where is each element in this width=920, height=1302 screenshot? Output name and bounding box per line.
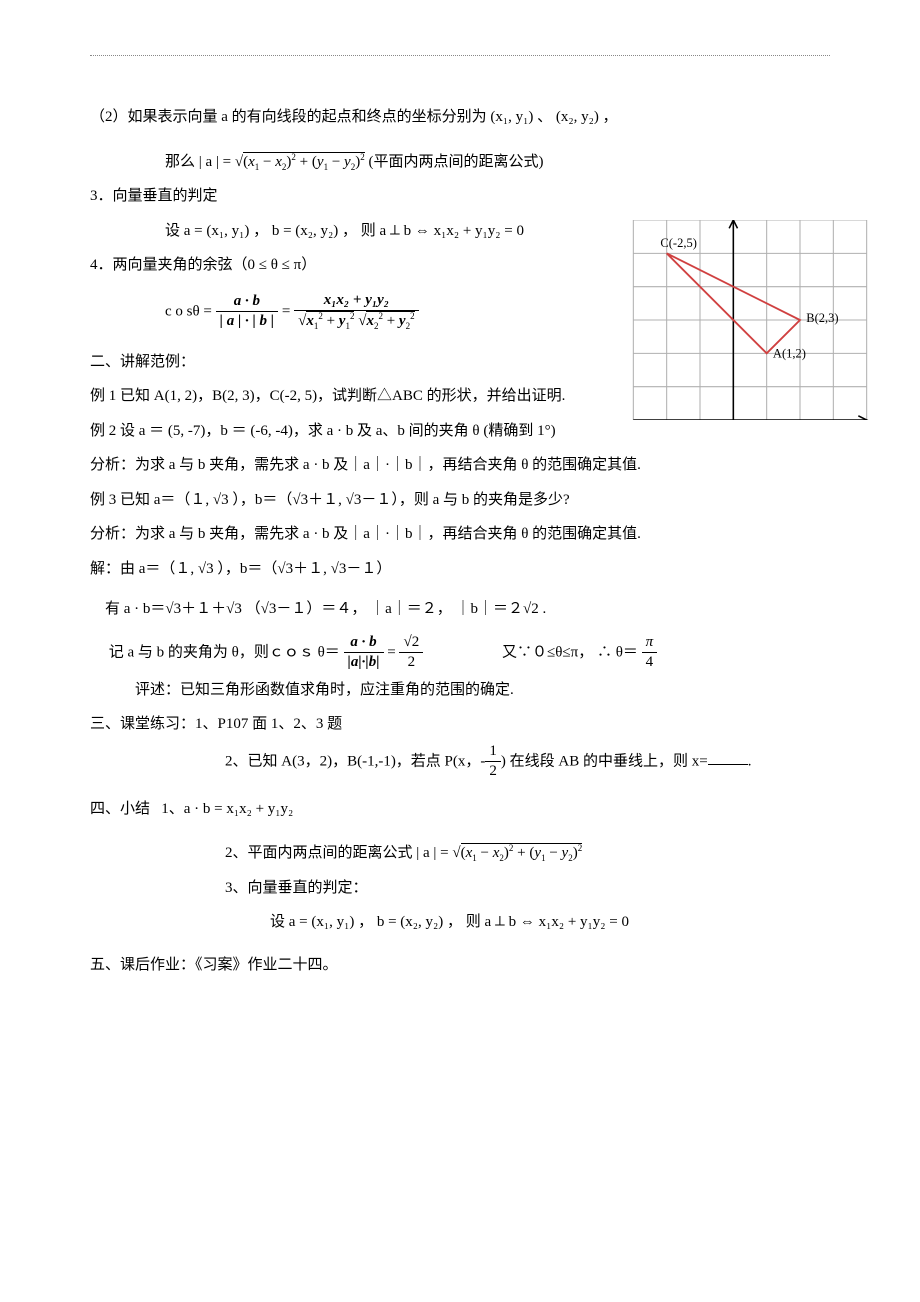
dist-tail: (平面内两点间的距离公式) [368, 154, 543, 170]
svg-text:B(2,3): B(2,3) [806, 311, 838, 325]
practice-2: 2、已知 A(3，2)，B(-1,-1)，若点 P(x，-12) 在线段 AB … [90, 742, 830, 782]
example-3: 例 3 已知 a＝（１, √3 ），b＝（√3＋１, √3－１），则 a 与 b… [90, 483, 830, 518]
p2-lead: 2、已知 A(3，2)，B(-1,-1)，若点 P(x，- [225, 753, 485, 769]
equals-2: = [387, 644, 399, 660]
example-3-sol2: 有 a · b＝√3＋１＋√3 （√3－１）＝４， ｜a｜＝２， ｜b｜＝２√2… [90, 592, 830, 627]
frac-sqrt2: √2 2 [399, 633, 423, 673]
summary-3-formula: 设 a = (x₁, y₁) ， b = (x₂, y₂) ， 则 a ⟂ b … [90, 905, 830, 940]
summary-3: 3、向量垂直的判定： [90, 871, 830, 906]
item-3: 3．向量垂直的判定 [90, 179, 830, 214]
example-3-sol1: 解：由 a＝（１, √3 ），b＝（√3＋１, √3－１） [90, 552, 830, 587]
distance-formula: 那么 | a | = √(x1 − x2)2 + (y1 − y2)2 (平面内… [90, 145, 830, 180]
example-3-analyze: 分析：为求 a 与 b 夹角，需先求 a · b 及｜a｜·｜b｜，再结合夹角 … [90, 517, 830, 552]
section-5: 五、课后作业：《习案》作业二十四。 [90, 948, 830, 983]
summary-2: 2、平面内两点间的距离公式 | a | = √(x1 − x2)2 + (y1 … [90, 836, 830, 871]
example-3-sol3: 记 a 与 b 的夹角为 θ，则ｃｏｓ θ＝ a · b |a|·|b| = √… [90, 633, 830, 673]
example-2-analyze: 分析：为求 a 与 b 夹角，需先求 a · b 及｜a｜·｜b｜，再结合夹角 … [90, 448, 830, 483]
section-4: 四、小结 1、a · b = x₁x₂ + y₁y₂ [90, 792, 830, 827]
p2-tail: ) 在线段 AB 的中垂线上，则 x= [501, 753, 708, 769]
example-1: 例 1 已知 A(1, 2)，B(2, 3)，C(-2, 5)，试判断△ABC … [90, 379, 830, 414]
frac-cos-2: x₁x₂ + y₁y₂ √x12 + y12 √x22 + y22 [294, 291, 419, 333]
sqrt-expr-2: √(x1 − x2)2 + (y1 − y2)2 [452, 843, 582, 861]
answer-blank [708, 764, 748, 765]
frac-cos-1: a · b | a | · | b | [216, 292, 278, 332]
sqrt-expr: √(x1 − x2)2 + (y1 − y2)2 [235, 152, 365, 170]
frac-ab: a · b |a|·|b| [344, 633, 384, 673]
cos-lead: c o sθ = [165, 303, 212, 319]
example-2: 例 2 设 a ＝ (5, -7)，b ＝ (-6, -4)，求 a · b 及… [90, 414, 830, 449]
example-3-review: 评述：已知三角形函数值求角时，应注重角的范围的确定. [90, 673, 830, 708]
dist-lead: 那么 | a | = [165, 154, 231, 170]
p2-end: . [748, 753, 752, 769]
sol3-rhs: 又∵０≤θ≤π， ∴ θ＝ [427, 644, 638, 660]
sol3-lead: 记 a 与 b 的夹角为 θ，则ｃｏｓ θ＝ [90, 644, 340, 660]
item-2: （2）如果表示向量 a 的有向线段的起点和终点的坐标分别为 (x₁, y₁) 、… [90, 100, 830, 135]
frac-half: 12 [485, 742, 501, 782]
page-top-rule [90, 55, 830, 56]
svg-text:C(-2,5): C(-2,5) [660, 236, 696, 250]
frac-pi4: π 4 [642, 633, 658, 673]
section-3: 三、课堂练习：1、P107 面 1、2、3 题 [90, 707, 830, 742]
summary-1: 1、a · b = x₁x₂ + y₁y₂ [161, 801, 293, 817]
equals-1: = [282, 303, 294, 319]
section-2: 二、讲解范例： [90, 345, 830, 380]
